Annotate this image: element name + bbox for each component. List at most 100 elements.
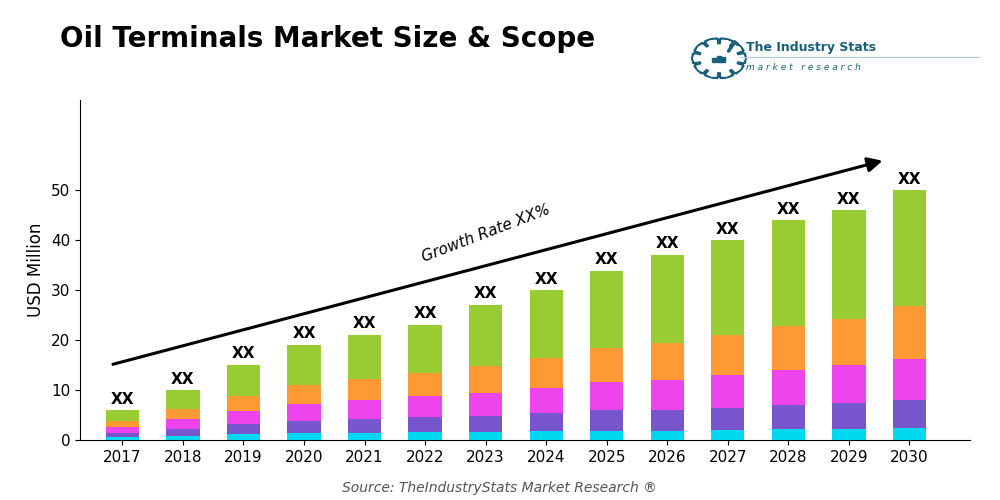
Polygon shape [711, 73, 727, 78]
Bar [469, 393, 502, 415]
Bar [469, 416, 502, 432]
Polygon shape [727, 70, 741, 78]
Bar [772, 220, 805, 326]
Text: m a r k e t   r e s e a r c h: m a r k e t r e s e a r c h [746, 62, 861, 72]
Text: The Industry Stats: The Industry Stats [746, 40, 876, 54]
Text: Oil Terminals Market Size & Scope: Oil Terminals Market Size & Scope [60, 25, 595, 53]
Text: Growth Rate XX%: Growth Rate XX% [419, 202, 552, 265]
Bar [893, 306, 926, 359]
Bar [651, 410, 684, 430]
Bar [469, 432, 502, 440]
Bar [832, 403, 866, 428]
Bar [287, 404, 321, 421]
Bar [348, 400, 381, 419]
Bar [469, 305, 502, 366]
Bar [530, 431, 563, 440]
Bar [166, 409, 200, 419]
Bar [106, 420, 139, 426]
Bar [348, 419, 381, 432]
Bar [651, 380, 684, 410]
Bar [106, 426, 139, 432]
Text: XX: XX [171, 372, 195, 386]
Text: XX: XX [353, 316, 376, 332]
Bar [166, 436, 200, 440]
Bar [721, 58, 725, 62]
Bar [106, 410, 139, 420]
Text: XX: XX [534, 272, 558, 286]
Polygon shape [692, 46, 701, 58]
Bar [832, 210, 866, 320]
Text: XX: XX [292, 326, 316, 342]
Bar [711, 335, 744, 375]
Bar [717, 56, 720, 62]
Text: XX: XX [898, 172, 921, 186]
Bar [408, 417, 442, 432]
Bar [832, 320, 866, 365]
Text: XX: XX [837, 192, 861, 206]
Bar [166, 419, 200, 428]
Circle shape [708, 50, 730, 67]
Bar [287, 345, 321, 385]
Polygon shape [697, 39, 711, 47]
Bar [106, 432, 139, 437]
Bar [530, 290, 563, 358]
Bar [651, 430, 684, 440]
Polygon shape [692, 58, 701, 70]
Text: XX: XX [232, 346, 255, 362]
Polygon shape [697, 70, 711, 78]
Bar [651, 343, 684, 380]
Bar [711, 240, 744, 335]
Bar [712, 58, 716, 62]
Bar [348, 379, 381, 400]
Bar [408, 432, 442, 440]
Bar [893, 359, 926, 400]
Bar [832, 365, 866, 403]
Bar [772, 370, 805, 405]
Bar [227, 424, 260, 434]
Bar [287, 421, 321, 434]
Bar [772, 405, 805, 429]
Bar [772, 326, 805, 370]
Text: Source: TheIndustryStats Market Research ®: Source: TheIndustryStats Market Research… [342, 481, 658, 495]
Bar [227, 411, 260, 424]
Bar [166, 428, 200, 436]
Bar [530, 413, 563, 431]
Text: XX: XX [111, 392, 134, 406]
Text: XX: XX [595, 252, 618, 266]
Bar [832, 428, 866, 440]
Bar [711, 375, 744, 408]
Polygon shape [737, 58, 746, 70]
Bar [227, 434, 260, 440]
Bar [227, 365, 260, 396]
Polygon shape [711, 38, 727, 44]
Bar [651, 255, 684, 343]
Text: XX: XX [716, 222, 740, 236]
Text: XX: XX [413, 306, 437, 322]
Bar [227, 396, 260, 411]
Bar [590, 382, 623, 410]
Bar [590, 348, 623, 382]
Bar [287, 385, 321, 404]
Bar [590, 430, 623, 440]
Bar [772, 429, 805, 440]
Bar [590, 271, 623, 348]
Bar [530, 388, 563, 413]
Y-axis label: USD Million: USD Million [27, 223, 45, 317]
Text: XX: XX [474, 286, 497, 302]
Bar [469, 366, 502, 393]
Bar [711, 408, 744, 430]
Bar [166, 390, 200, 409]
Text: XX: XX [777, 202, 800, 216]
Bar [287, 434, 321, 440]
Bar [408, 396, 442, 417]
Bar [893, 190, 926, 306]
Bar [590, 410, 623, 430]
Bar [893, 400, 926, 427]
Bar [106, 437, 139, 440]
Bar [711, 430, 744, 440]
Polygon shape [737, 46, 746, 58]
Text: XX: XX [656, 236, 679, 252]
Bar [348, 335, 381, 379]
Bar [348, 432, 381, 440]
Bar [893, 428, 926, 440]
